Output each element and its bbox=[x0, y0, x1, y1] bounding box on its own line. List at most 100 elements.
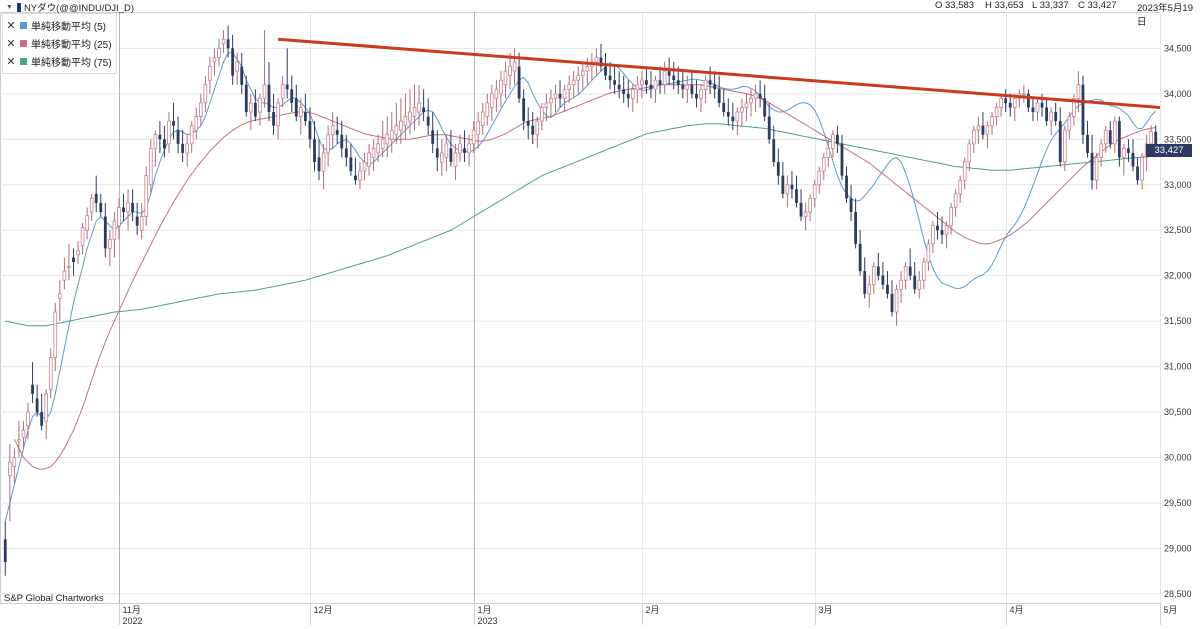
caret-down-icon[interactable]: ▼ bbox=[6, 3, 13, 11]
candle-body bbox=[131, 202, 135, 213]
candle-body bbox=[936, 225, 939, 231]
candle-body bbox=[649, 84, 653, 90]
candle-body bbox=[272, 112, 275, 126]
candle-body bbox=[608, 75, 612, 81]
candle-body bbox=[40, 412, 44, 426]
remove-indicator-icon[interactable]: ✕ bbox=[6, 37, 16, 50]
candle-body bbox=[1081, 84, 1085, 135]
candle-body bbox=[1122, 147, 1126, 158]
candle-body bbox=[763, 98, 767, 117]
candle-body bbox=[208, 66, 212, 81]
symbol-title[interactable]: ▼ NYダウ(@@INDU/DJI_D) bbox=[6, 0, 134, 14]
candle-body bbox=[262, 84, 267, 99]
candle-body bbox=[176, 130, 180, 144]
candle-body bbox=[21, 429, 26, 438]
candle-body bbox=[203, 84, 208, 104]
candle-body bbox=[148, 147, 153, 186]
candle-body bbox=[576, 75, 581, 81]
candle-body bbox=[690, 84, 694, 94]
remove-indicator-icon[interactable]: ✕ bbox=[6, 19, 16, 32]
symbol-flag-icon bbox=[16, 2, 21, 12]
candle-body bbox=[72, 257, 75, 263]
candle-body bbox=[713, 84, 717, 90]
candle-body bbox=[1008, 102, 1012, 108]
candle-body bbox=[1012, 97, 1017, 108]
candle-body bbox=[362, 161, 367, 172]
candle-body bbox=[354, 175, 357, 181]
candle-body bbox=[753, 93, 758, 99]
candle-body bbox=[317, 157, 321, 172]
candle-body bbox=[831, 134, 835, 149]
candle-body bbox=[967, 143, 972, 163]
candle-body bbox=[258, 97, 262, 113]
candle-body bbox=[940, 230, 944, 235]
legend-row-sma75: ✕ 単純移動平均 (75) bbox=[6, 52, 112, 70]
candle-body bbox=[836, 134, 839, 144]
candle-body bbox=[449, 148, 453, 163]
candle-body bbox=[439, 152, 444, 163]
candle-body bbox=[735, 111, 740, 122]
sma-line-3 bbox=[5, 123, 1156, 327]
candle-body bbox=[267, 84, 271, 113]
candle-body bbox=[772, 139, 776, 163]
candle-body bbox=[672, 75, 676, 81]
candle-body bbox=[403, 116, 408, 127]
remove-indicator-icon[interactable]: ✕ bbox=[6, 55, 16, 68]
candle-body bbox=[1045, 107, 1049, 122]
candle-body bbox=[999, 97, 1003, 108]
candle-body bbox=[508, 66, 512, 77]
candle-body bbox=[708, 80, 712, 85]
candle-body bbox=[89, 197, 94, 213]
candle-body bbox=[1031, 107, 1035, 113]
candle-body bbox=[163, 139, 166, 149]
candle-body bbox=[863, 271, 867, 294]
candle-body bbox=[622, 89, 626, 94]
candle-body bbox=[599, 57, 603, 67]
candle-body bbox=[1058, 121, 1062, 163]
candle-body bbox=[167, 120, 171, 145]
candle-body bbox=[653, 79, 658, 90]
candle-body bbox=[553, 93, 558, 99]
candle-body bbox=[217, 47, 221, 58]
candle-body bbox=[80, 227, 85, 247]
y-tick-label: 34,500 bbox=[1164, 43, 1192, 53]
candle-body bbox=[1062, 129, 1067, 163]
candle-body bbox=[480, 111, 485, 127]
candle-body bbox=[613, 80, 617, 85]
candle-body bbox=[681, 84, 685, 90]
candle-body bbox=[881, 275, 885, 285]
trendline bbox=[277, 37, 1161, 109]
candle-body bbox=[394, 125, 399, 136]
y-tick-label: 33,000 bbox=[1164, 180, 1192, 190]
x-year-label: 2022 bbox=[123, 616, 143, 626]
candle-body bbox=[849, 198, 853, 213]
y-tick-label: 33,500 bbox=[1164, 134, 1192, 144]
candle-body bbox=[604, 66, 607, 76]
candle-body bbox=[158, 134, 162, 140]
candle-body bbox=[1067, 116, 1072, 131]
x-year-label: 2023 bbox=[478, 616, 498, 626]
candle-body bbox=[717, 89, 721, 103]
x-tick-label: 2月 bbox=[646, 605, 660, 615]
candle-body bbox=[903, 266, 908, 281]
candle-body bbox=[526, 121, 530, 126]
candle-body bbox=[185, 143, 189, 154]
candle-body bbox=[112, 220, 117, 240]
candle-body bbox=[699, 88, 703, 99]
candle-body bbox=[431, 130, 435, 144]
candle-body bbox=[944, 225, 949, 236]
candle-body bbox=[685, 84, 690, 90]
candle-body bbox=[858, 243, 862, 272]
high-value: H 33,653 bbox=[985, 0, 1024, 11]
candle-body bbox=[194, 116, 199, 131]
legend-label-sma75: 単純移動平均 (75) bbox=[31, 57, 112, 69]
candle-body bbox=[294, 98, 298, 117]
candle-body bbox=[253, 102, 257, 117]
candle-body bbox=[26, 411, 30, 427]
close-value: C 33,427 bbox=[1078, 0, 1117, 11]
candle-body bbox=[412, 107, 417, 117]
candle-body bbox=[422, 107, 426, 113]
candle-body bbox=[117, 207, 121, 227]
